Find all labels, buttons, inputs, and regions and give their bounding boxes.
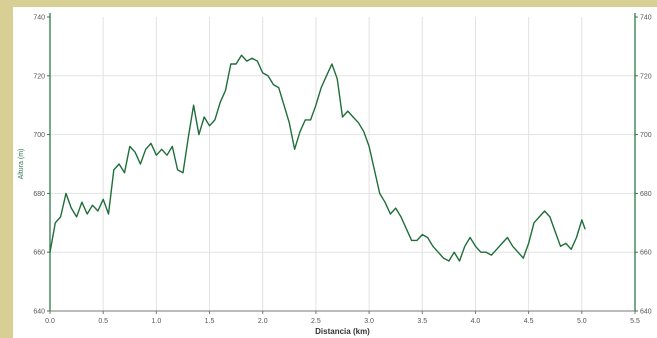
y-tick-label-left: 700 <box>33 132 45 139</box>
x-tick-label: 4.0 <box>471 318 481 325</box>
x-tick-label: 4.5 <box>524 318 534 325</box>
x-tick-label: 5.5 <box>630 318 640 325</box>
x-tick-label: 2.0 <box>258 318 268 325</box>
x-tick-label: 2.5 <box>311 318 321 325</box>
y-tick-label-right: 720 <box>640 73 652 80</box>
y-tick-label-right: 640 <box>640 309 652 316</box>
y-tick-label-right: 680 <box>640 191 652 198</box>
elevation-profile-chart: 0.0 0.5 1.0 1.5 2.0 2.5 3.0 3.5 4.0 4.5 5.0 5.56406… <box>13 7 657 338</box>
elevation-line <box>50 55 585 261</box>
x-tick-label: 3.5 <box>417 318 427 325</box>
y-axis-title: Altura (m) <box>18 149 25 180</box>
y-tick-label-left: 640 <box>33 309 45 316</box>
y-tick-label-left: 740 <box>33 15 45 22</box>
x-tick-label: 0.0 <box>45 318 55 325</box>
y-tick-label-right: 660 <box>640 250 652 257</box>
x-axis-title: Distancia (km) <box>315 327 370 336</box>
y-tick-label-left: 660 <box>33 250 45 257</box>
x-tick-label: 1.5 <box>205 318 215 325</box>
y-tick-label-left: 680 <box>33 191 45 198</box>
y-tick-label-left: 720 <box>33 73 45 80</box>
chart-frame: 0.0 0.5 1.0 1.5 2.0 2.5 3.0 3.5 4.0 4.5 5.0 5.5 640 6… <box>13 7 657 338</box>
y-tick-label-right: 700 <box>640 132 652 139</box>
x-tick-label: 5.0 <box>577 318 587 325</box>
y-tick-label-right: 740 <box>640 15 652 22</box>
x-tick-label: 1.0 <box>151 318 161 325</box>
x-tick-label: 3.0 <box>364 318 374 325</box>
x-tick-label: 0.5 <box>98 318 108 325</box>
